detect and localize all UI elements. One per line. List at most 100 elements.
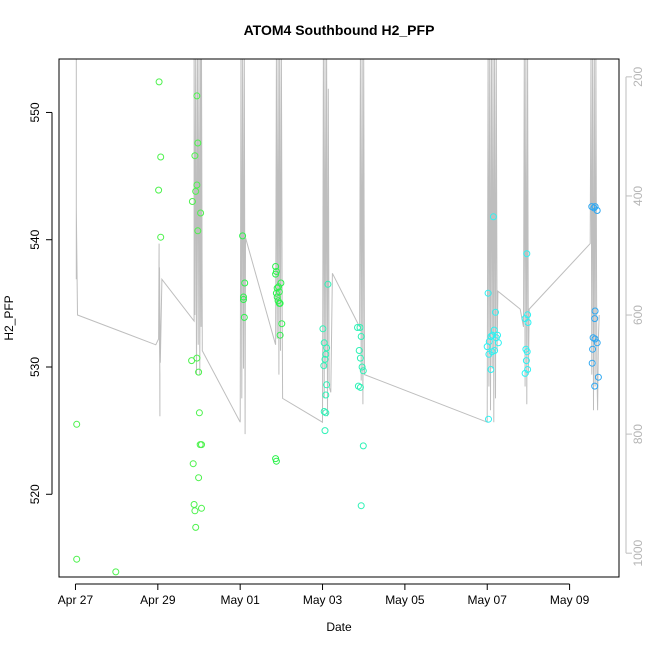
data-point — [523, 348, 531, 356]
right-tick-label: 1000 — [631, 540, 645, 567]
data-point — [589, 345, 597, 353]
data-point — [73, 420, 81, 428]
data-point — [490, 326, 498, 334]
data-point — [322, 350, 330, 358]
plot-frame — [58, 58, 620, 578]
data-point — [273, 293, 281, 301]
data-point — [494, 339, 502, 347]
data-point — [321, 355, 329, 363]
data-point — [524, 319, 532, 326]
x-tick-label: May 07 — [468, 593, 508, 607]
y-tick-label: 550 — [28, 102, 42, 122]
data-point — [494, 331, 501, 339]
data-point — [357, 333, 365, 340]
data-point — [273, 284, 281, 292]
axes: Apr 27 Apr 29 May 01 May 03 May 05 May 07 May … — [28, 67, 645, 607]
data-point — [356, 324, 364, 331]
data-point — [239, 232, 247, 240]
data-point — [355, 347, 363, 354]
data-point — [323, 381, 331, 389]
data-point — [354, 382, 362, 390]
data-point — [593, 339, 601, 347]
y-tick-label: 530 — [28, 357, 42, 377]
x-tick-label: May 01 — [220, 593, 260, 607]
data-point — [195, 474, 203, 482]
right-tick-label: 600 — [631, 305, 645, 325]
data-point — [195, 368, 203, 376]
data-point — [483, 343, 491, 351]
right-tick-label: 200 — [631, 67, 645, 87]
data-point — [356, 354, 364, 362]
data-point — [241, 279, 249, 287]
data-point — [188, 198, 196, 205]
x-axis-label: Date — [326, 620, 352, 634]
data-point — [591, 335, 599, 343]
data-point — [591, 307, 599, 315]
data-point — [240, 296, 247, 303]
data-point — [319, 325, 327, 333]
data-point — [489, 213, 497, 221]
data-point — [155, 78, 163, 86]
data-point — [588, 359, 596, 367]
data-point — [491, 347, 499, 354]
data-point — [322, 391, 330, 399]
data-point — [591, 203, 599, 211]
data-point — [322, 409, 330, 417]
data-point — [272, 270, 280, 278]
data-point — [192, 187, 200, 195]
x-tick-label: May 09 — [550, 593, 590, 607]
data-point — [193, 354, 201, 362]
data-point — [484, 289, 492, 297]
data-point — [155, 186, 163, 194]
y-tick-label: 540 — [28, 229, 42, 249]
data-point — [191, 507, 199, 515]
y-axis-label: H2_PFP — [2, 295, 16, 340]
data-point — [240, 313, 248, 321]
data-point — [240, 293, 247, 301]
y-tick-label: 520 — [28, 484, 42, 504]
right-tick-label: 800 — [631, 424, 645, 444]
data-point — [591, 382, 599, 390]
x-tick-label: Apr 27 — [58, 593, 94, 607]
data-point — [272, 289, 280, 297]
data-point — [191, 152, 199, 160]
data-point — [591, 315, 599, 323]
data-point — [521, 369, 529, 377]
data-point — [193, 92, 201, 100]
data-point — [321, 427, 329, 435]
data-point — [524, 311, 532, 319]
altitude-trace-line — [75, 59, 600, 435]
data-point — [276, 331, 284, 339]
chart-title: ATOM4 Southbound H2_PFP — [244, 22, 435, 38]
data-point — [354, 324, 361, 331]
data-point — [487, 366, 495, 373]
data-point — [195, 409, 203, 417]
data-point — [277, 279, 285, 287]
data-point — [194, 227, 202, 235]
data-point — [594, 373, 602, 381]
data-point — [359, 442, 367, 450]
data-point — [359, 367, 367, 375]
data-point — [198, 441, 205, 449]
data-point — [194, 139, 202, 147]
data-point — [320, 408, 328, 415]
data-point — [522, 357, 530, 365]
right-tick-label: 400 — [631, 186, 645, 206]
x-tick-label: Apr 29 — [140, 593, 176, 607]
data-point — [272, 263, 280, 270]
x-tick-label: May 05 — [385, 593, 425, 607]
data-point — [492, 308, 499, 316]
data-point — [358, 363, 366, 371]
data-point — [197, 209, 205, 217]
data-point — [276, 299, 284, 307]
data-point — [523, 250, 531, 258]
data-point — [589, 334, 597, 342]
data-point — [485, 415, 492, 423]
data-point — [272, 457, 280, 465]
data-point — [189, 460, 197, 468]
data-point — [198, 504, 205, 512]
data-point — [357, 502, 365, 510]
data-point — [157, 233, 165, 241]
data-point — [593, 207, 601, 214]
